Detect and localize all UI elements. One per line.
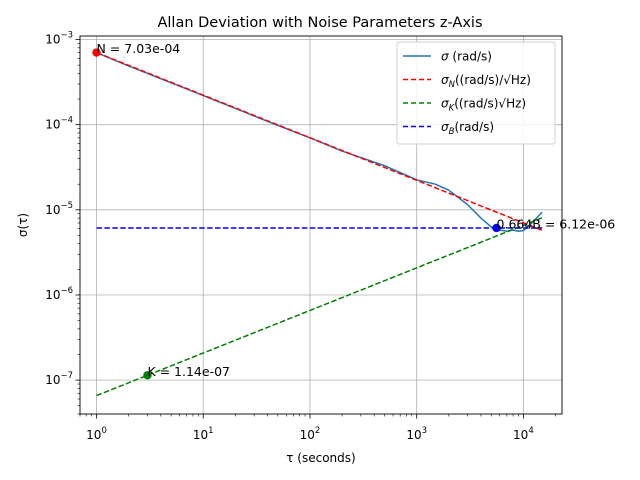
x-tick-label: 101 (193, 426, 214, 442)
x-axis-label: τ (seconds) (286, 451, 355, 465)
marker-point-0 (92, 48, 101, 57)
legend-box (396, 41, 556, 145)
x-tick-label: 102 (300, 426, 321, 442)
x-tick-label: 103 (406, 426, 427, 442)
marker-point-1 (143, 371, 152, 380)
marker-label-2: 0.664B = 6.12e-06 (497, 216, 616, 231)
series-layer (96, 51, 543, 397)
series-line-2 (96, 217, 543, 397)
y-tick-label: 10−7 (45, 371, 73, 387)
y-tick-label: 10−5 (45, 201, 73, 217)
marker-label-0: N = 7.03e-04 (97, 41, 181, 56)
plot-frame (79, 35, 563, 415)
y-tick-label: 10−3 (45, 31, 73, 47)
ticks: 100 101 102 103 104 10−7 10−6 10−5 10−4 10−3 (45, 31, 556, 442)
legend: σ (rad/s) σN((rad/s)/√Hz) σK((rad/s)√Hz) σB… (396, 41, 556, 145)
y-tick-label: 10−6 (45, 286, 73, 302)
grid (80, 36, 562, 414)
marker-point-2 (492, 223, 501, 233)
chart-title: Allan Deviation with Noise Parameters z-… (157, 15, 482, 31)
x-tick-label: 100 (86, 426, 107, 442)
legend-label-0: σ (rad/s) (441, 50, 492, 64)
marker-layer: N = 7.03e-04 K = 1.14e-07 0.664B = 6.12e-0… (92, 41, 616, 380)
series-line-0 (96, 52, 543, 233)
x-tick-label: 104 (513, 426, 534, 442)
series-line-1 (96, 51, 543, 232)
marker-label-1: K = 1.14e-07 (147, 364, 230, 379)
legend-label-2: σK((rad/s)√Hz) (441, 97, 526, 114)
legend-label-3: σB(rad/s) (441, 120, 494, 137)
legend-label-1: σN((rad/s)/√Hz) (441, 73, 531, 90)
y-axis-label: σ(τ) (16, 213, 30, 237)
y-tick-label: 10−4 (45, 116, 73, 132)
